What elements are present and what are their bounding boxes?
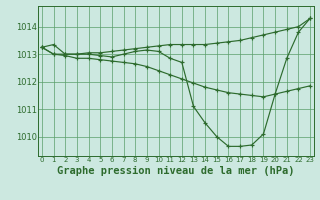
X-axis label: Graphe pression niveau de la mer (hPa): Graphe pression niveau de la mer (hPa) <box>57 166 295 176</box>
